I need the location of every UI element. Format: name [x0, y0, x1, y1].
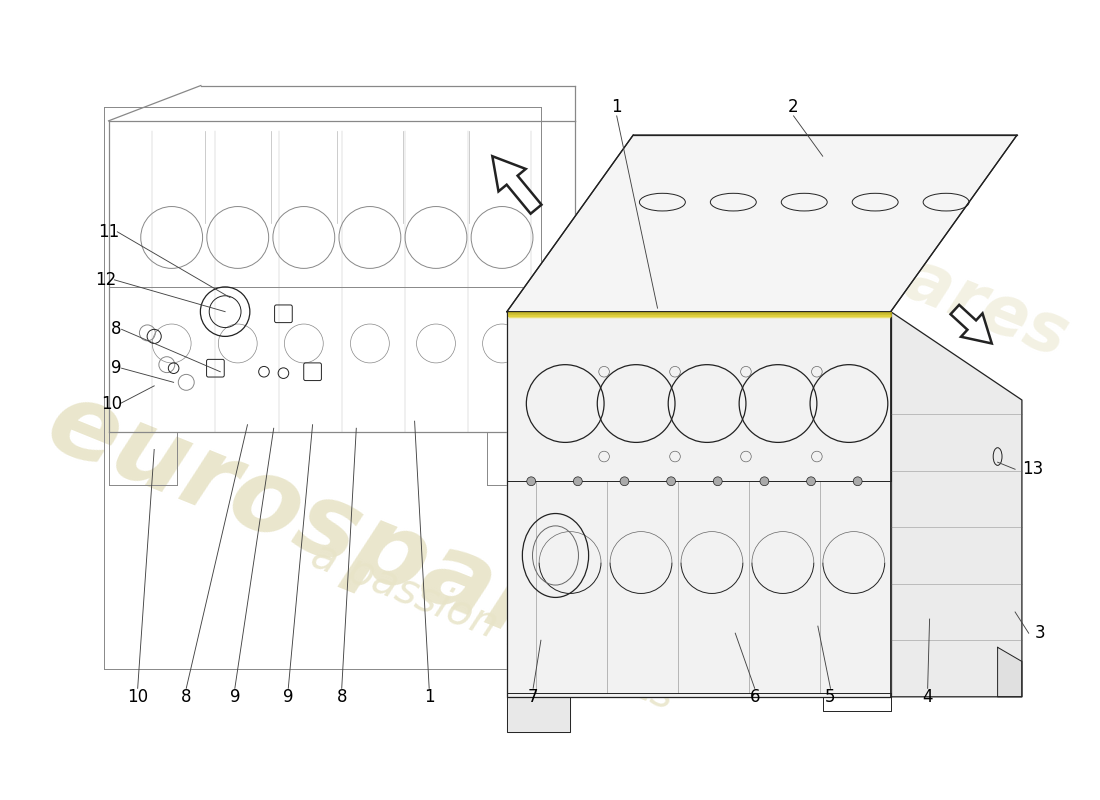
Circle shape [667, 477, 675, 486]
Polygon shape [998, 647, 1022, 697]
Text: eurospares: eurospares [32, 371, 681, 711]
Polygon shape [507, 135, 1018, 312]
Text: 3: 3 [1034, 624, 1045, 642]
Circle shape [854, 477, 862, 486]
Circle shape [713, 477, 723, 486]
Polygon shape [507, 312, 891, 697]
Text: a passion for parts: a passion for parts [305, 534, 680, 718]
Text: 8: 8 [111, 320, 121, 338]
Circle shape [806, 477, 815, 486]
Polygon shape [891, 312, 1022, 697]
Text: 1: 1 [612, 98, 621, 116]
Circle shape [620, 477, 629, 486]
Text: 12: 12 [95, 271, 117, 289]
Circle shape [573, 477, 582, 486]
Text: 7: 7 [528, 688, 538, 706]
Polygon shape [507, 697, 570, 732]
Text: 13: 13 [1022, 460, 1043, 478]
Text: 9: 9 [283, 688, 294, 706]
Text: 9: 9 [111, 359, 121, 377]
Text: 9: 9 [230, 688, 240, 706]
Text: 8: 8 [182, 688, 191, 706]
FancyArrow shape [493, 156, 541, 214]
FancyArrow shape [950, 305, 992, 343]
Text: 10: 10 [101, 394, 122, 413]
Text: 4: 4 [923, 688, 933, 706]
Text: 5: 5 [825, 688, 836, 706]
Text: 85: 85 [776, 337, 1005, 534]
Text: 2: 2 [789, 98, 799, 116]
Text: eurospares: eurospares [646, 146, 1078, 372]
Text: 10: 10 [128, 688, 148, 706]
Circle shape [760, 477, 769, 486]
Text: 6: 6 [749, 688, 760, 706]
Text: 11: 11 [98, 223, 119, 241]
Text: 8: 8 [337, 688, 346, 706]
Circle shape [527, 477, 536, 486]
Text: 1: 1 [424, 688, 434, 706]
